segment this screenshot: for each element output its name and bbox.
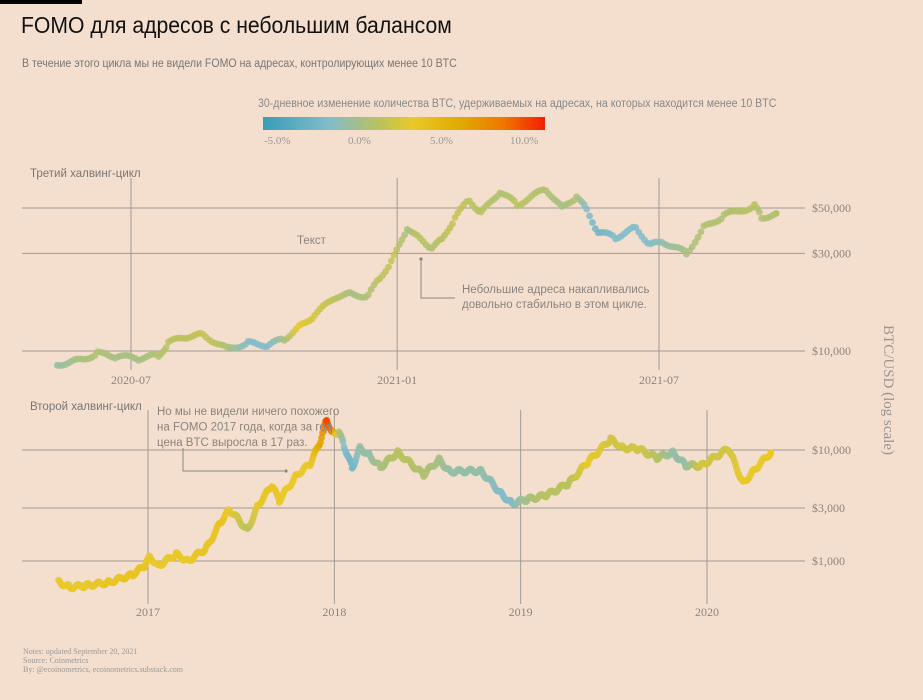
x-tick-label: 2021-01 bbox=[377, 373, 417, 387]
data-point bbox=[583, 205, 591, 213]
data-point-interp bbox=[385, 263, 392, 271]
chart-subtitle: В течение этого цикла мы не видели FOMO … bbox=[22, 58, 457, 70]
data-point-interp bbox=[694, 233, 702, 241]
gridlines: $10,000 $30,000 $50,000 2020-07 2021-01 2021-… bbox=[22, 178, 851, 387]
x-tick-label: 2017 bbox=[136, 605, 160, 619]
annotation-dot bbox=[419, 257, 423, 261]
annotation-dot bbox=[284, 469, 288, 473]
top-accent-bar bbox=[0, 0, 82, 4]
colorbar-tick: 0.0% bbox=[348, 135, 371, 147]
y-axis-label: BTC/USD (log scale) bbox=[880, 325, 896, 455]
data-points bbox=[53, 186, 780, 369]
x-tick-label: 2021-07 bbox=[639, 373, 679, 387]
footer: Notes: updated September 20, 2021 Source… bbox=[23, 647, 183, 674]
data-point-interp bbox=[390, 251, 398, 259]
data-point-interp bbox=[755, 208, 763, 216]
colorbar-title: 30-дневное изменение количества BTC, уде… bbox=[258, 98, 777, 110]
data-point-interp bbox=[586, 212, 593, 220]
data-point bbox=[387, 257, 395, 265]
y-tick-label: $50,000 bbox=[812, 201, 851, 215]
annotation-leader bbox=[182, 448, 284, 472]
colorbar-tick: 10.0% bbox=[510, 135, 539, 147]
data-point-interp bbox=[162, 344, 170, 352]
data-point-interp bbox=[449, 220, 456, 228]
panel-label: Третий халвинг-цикл bbox=[30, 168, 141, 180]
gridlines: $1,000 $3,000 $10,000 2017 2018 2019 2020 bbox=[22, 410, 851, 619]
x-tick-label: 2020-07 bbox=[111, 373, 151, 387]
data-point-interp bbox=[393, 246, 401, 253]
colorbar bbox=[263, 117, 545, 130]
y-tick-label: $10,000 bbox=[812, 443, 851, 457]
y-tick-label: $10,000 bbox=[812, 344, 851, 358]
chart-title: FOMO для адресов с небольшим балансом bbox=[21, 12, 452, 38]
annotation-leader bbox=[420, 259, 455, 299]
annotation-text: Небольшие адреса накапливались довольно с… bbox=[462, 284, 650, 311]
y-tick-label: $30,000 bbox=[812, 246, 851, 260]
annotation-text: Текст bbox=[297, 235, 327, 247]
data-point bbox=[767, 449, 775, 456]
data-points bbox=[55, 416, 775, 593]
x-tick-label: 2019 bbox=[509, 605, 533, 619]
footer-source: Source: Coinmetrics bbox=[23, 656, 89, 665]
data-point-interp bbox=[401, 231, 409, 239]
data-point-interp bbox=[510, 197, 518, 205]
data-point bbox=[364, 291, 372, 299]
data-point-interp bbox=[691, 238, 699, 246]
y-tick-label: $1,000 bbox=[812, 554, 845, 568]
colorbar-tick: -5.0% bbox=[264, 135, 291, 147]
data-point-interp bbox=[589, 219, 596, 226]
data-point-interp bbox=[339, 438, 347, 445]
colorbar-tick: 5.0% bbox=[430, 135, 453, 147]
footer-by: By: @ecoinometrics, ecoinometrics.substa… bbox=[23, 665, 183, 674]
y-tick-label: $3,000 bbox=[812, 501, 845, 515]
x-tick-label: 2018 bbox=[322, 605, 346, 619]
footer-notes: Notes: updated September 20, 2021 bbox=[23, 647, 138, 656]
panel-label: Второй халвинг-цикл bbox=[30, 401, 142, 413]
x-tick-label: 2020 bbox=[695, 605, 719, 619]
data-point-interp bbox=[697, 228, 705, 236]
data-point bbox=[772, 210, 780, 217]
annotation-text: Но мы не видели ничего похожего на FOMO 2… bbox=[157, 406, 339, 449]
